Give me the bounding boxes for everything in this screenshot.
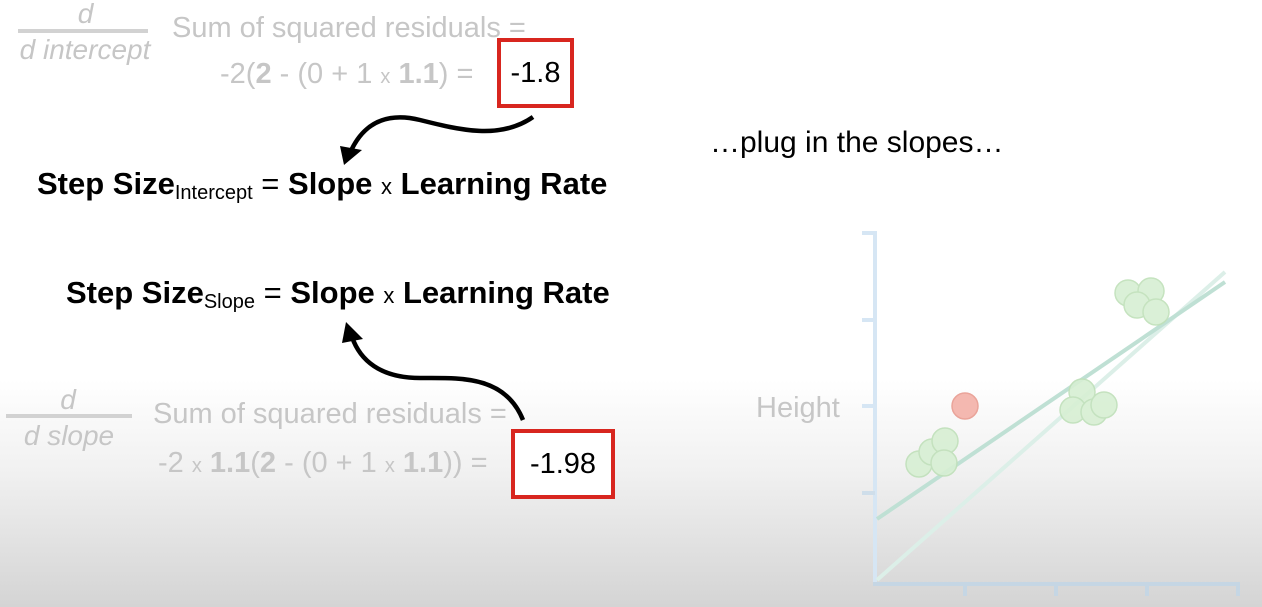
expr-part: - (0 + 1 xyxy=(271,58,381,90)
times-symbol: x xyxy=(380,66,391,88)
bottom-derivative-label: Sum of squared residuals = xyxy=(153,398,507,430)
expr-bold: 2 xyxy=(255,58,272,90)
top-derivative-denominator: d intercept xyxy=(19,34,151,65)
expr-part: - (0 + 1 xyxy=(276,447,385,479)
plot-y-axis-label: Height xyxy=(756,392,840,424)
learning-rate-term: Learning Rate xyxy=(400,166,608,201)
top-result-value: -1.8 xyxy=(510,56,561,89)
expr-part: -2 xyxy=(158,447,192,479)
times-symbol: x xyxy=(191,455,202,477)
bottom-derivative-denominator: d slope xyxy=(23,420,115,451)
times-symbol: x xyxy=(384,455,395,477)
step-size-slope-equation: Step SizeSlope = Slope x Learning Rate xyxy=(66,275,610,314)
bottom-result-box: -1.98 xyxy=(511,429,615,499)
step-size-intercept-equation: Step SizeIntercept = Slope x Learning Ra… xyxy=(37,166,607,205)
slope-term: Slope xyxy=(290,275,375,310)
top-derivative-label: Sum of squared residuals = xyxy=(172,12,526,44)
data-point xyxy=(930,449,958,477)
fit-line xyxy=(875,280,1227,521)
step-size-subscript: Slope xyxy=(203,291,255,313)
step-size-subscript: Intercept xyxy=(174,182,253,204)
expr-bold: 1.1 xyxy=(402,447,444,479)
bottom-result-value: -1.98 xyxy=(529,447,597,480)
bottom-derivative-fraction-bar xyxy=(6,414,132,418)
plug-in-slopes-text: …plug in the slopes… xyxy=(710,126,1004,159)
arrow-top-head xyxy=(340,146,362,165)
expr-bold: 2 xyxy=(259,447,277,479)
equals-sign: = xyxy=(261,166,280,201)
expr-bold: 1.1 xyxy=(209,447,251,479)
times-symbol: x xyxy=(381,174,393,199)
top-derivative-numerator: d xyxy=(77,0,94,29)
equals-sign: = xyxy=(263,275,282,310)
expr-part: )) = xyxy=(443,447,488,479)
step-size-label: Step Size xyxy=(66,275,204,310)
top-derivative-expression: -2(2 - (0 + 1 x 1.1) = xyxy=(220,58,473,91)
bottom-derivative-numerator: d xyxy=(60,384,76,415)
top-result-box: -1.8 xyxy=(497,38,574,108)
bottom-derivative-expression: -2 x 1.1(2 - (0 + 1 x 1.1)) = xyxy=(158,447,488,480)
arrow-bottom-head xyxy=(342,322,363,343)
learning-rate-term: Learning Rate xyxy=(403,275,610,310)
arrow-bottom-curve xyxy=(349,336,526,421)
expr-part: ( xyxy=(250,447,260,479)
step-size-label: Step Size xyxy=(37,166,175,201)
slope-term: Slope xyxy=(288,166,373,201)
data-point xyxy=(1142,298,1170,326)
expr-part: ) = xyxy=(438,58,474,90)
times-symbol: x xyxy=(383,283,395,308)
expr-bold: 1.1 xyxy=(398,58,439,90)
arrow-top-curve xyxy=(347,115,535,154)
top-derivative-fraction-bar xyxy=(18,29,148,33)
data-point xyxy=(1090,391,1118,419)
expr-part: -2( xyxy=(220,58,256,90)
highlight-data-point xyxy=(951,392,979,420)
